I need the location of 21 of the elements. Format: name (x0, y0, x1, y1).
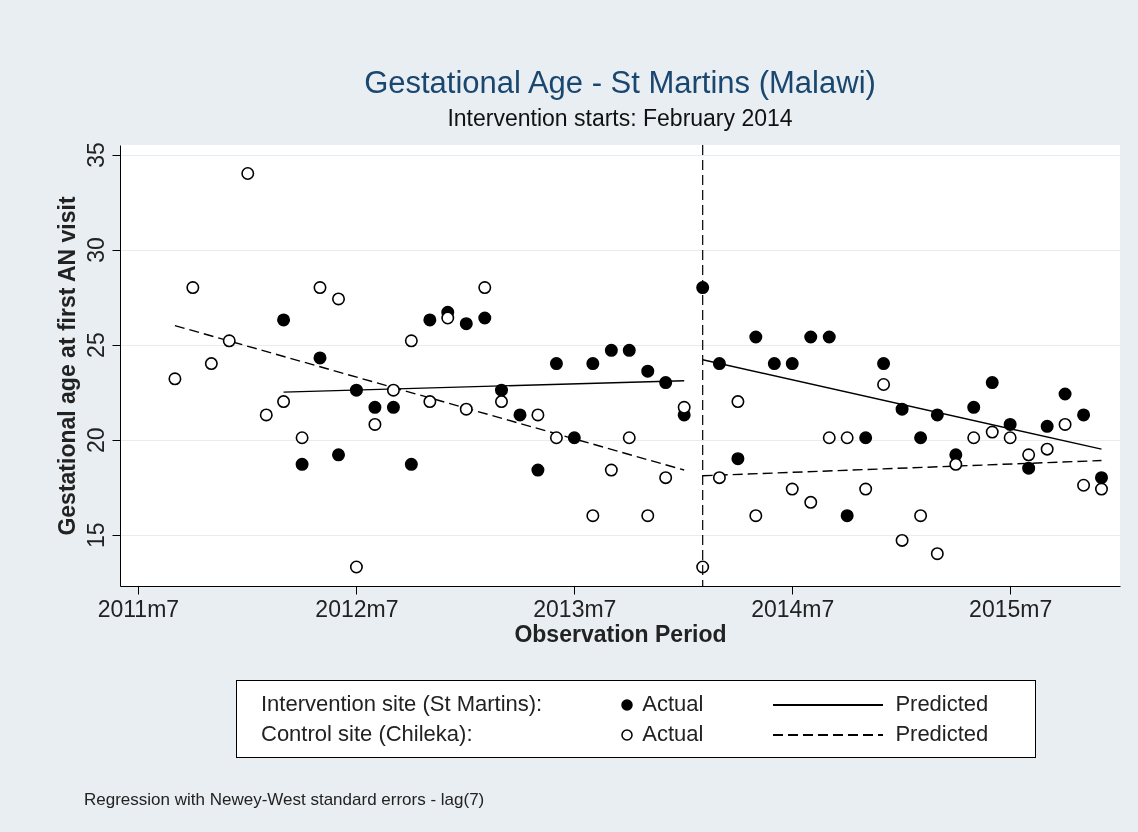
y-tick-label: 35 (82, 142, 109, 168)
chart-title: Gestational Age - St Martins (Malawi) (364, 64, 876, 100)
text: Regression with Newey-West standard errors - lag(7) (84, 790, 485, 810)
legend-label: Actual (641, 690, 705, 718)
y-tick-label: 25 (82, 332, 109, 358)
legend-label: Actual (641, 720, 705, 748)
text: Control site (Chileka): (260, 720, 474, 748)
x-tick-label: 2014m7 (751, 595, 835, 622)
x-tick-label: 2012m7 (315, 595, 399, 622)
text: Intervention site (St Martins): (260, 690, 544, 718)
chart-subtitle: Intervention starts: February 2014 (447, 104, 793, 131)
y-tick-label: 20 (82, 427, 109, 453)
y-axis-title: Gestational age at first AN visit (53, 196, 80, 536)
x-axis-title: Observation Period (514, 620, 727, 647)
x-tick-label: 2015m7 (969, 595, 1053, 622)
legend-label: Predicted (894, 690, 990, 718)
y-tick-label: 30 (82, 237, 109, 263)
legend-label: Predicted (894, 720, 990, 748)
y-tick-label: 15 (82, 522, 109, 548)
x-tick-label: 2013m7 (533, 595, 617, 622)
x-tick-label: 2011m7 (97, 595, 180, 622)
